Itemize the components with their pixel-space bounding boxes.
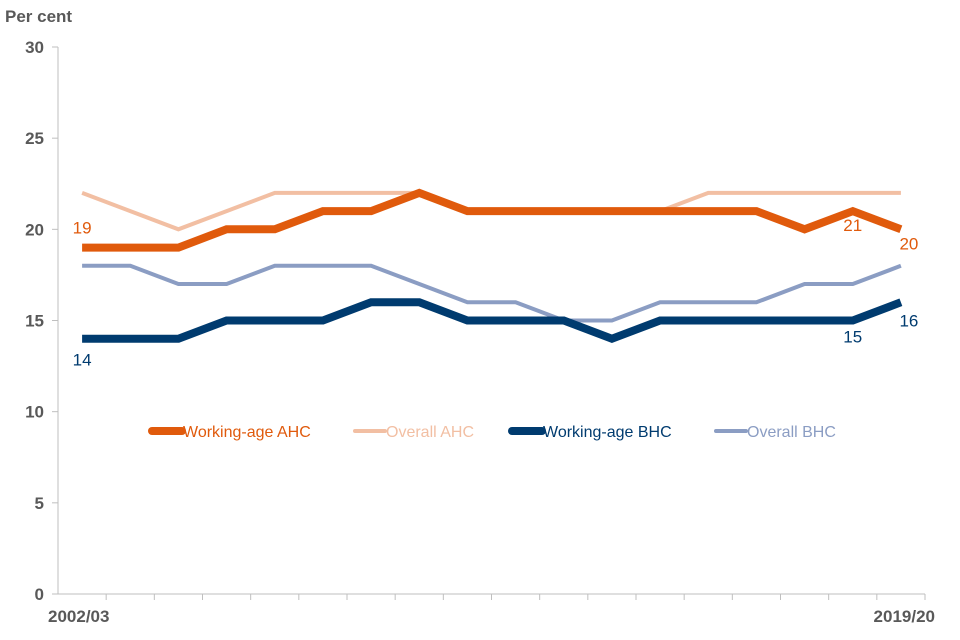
data-labels: 19 21 20 14 15 16	[73, 216, 919, 370]
legend: Working-age AHC Overall AHC Working-age BH…	[148, 424, 836, 441]
y-tick-label: 30	[25, 38, 44, 57]
data-label: 14	[73, 351, 92, 370]
legend-label-working-age-ahc: Working-age AHC	[183, 424, 311, 441]
legend-label-overall-bhc: Overall BHC	[747, 424, 836, 441]
data-label: 16	[899, 311, 918, 330]
series-line-working-age-ahc	[82, 188, 903, 252]
series-line-overall-bhc	[82, 263, 902, 323]
y-axis-label: Per cent	[5, 7, 72, 26]
y-tick-label: 5	[35, 494, 44, 513]
data-label: 19	[73, 219, 92, 238]
y-tick-label: 0	[35, 585, 44, 604]
y-tick-label: 25	[25, 129, 44, 148]
legend-label-working-age-bhc: Working-age BHC	[543, 424, 672, 441]
legend-label-overall-ahc: Overall AHC	[386, 424, 474, 441]
series-lines	[81, 188, 903, 343]
axes: 0 5 10 15 20 25 30 2002/03 2019/20	[25, 38, 935, 626]
y-tick-label: 15	[25, 312, 44, 331]
data-label: 15	[843, 328, 862, 347]
y-tick-label: 20	[25, 220, 44, 239]
data-label: 21	[843, 216, 862, 235]
x-tick-label-last: 2019/20	[874, 607, 935, 626]
x-tick-label-first: 2002/03	[48, 607, 109, 626]
data-label: 20	[899, 234, 918, 253]
y-tick-label: 10	[25, 403, 44, 422]
series-line-working-age-bhc	[82, 298, 903, 343]
